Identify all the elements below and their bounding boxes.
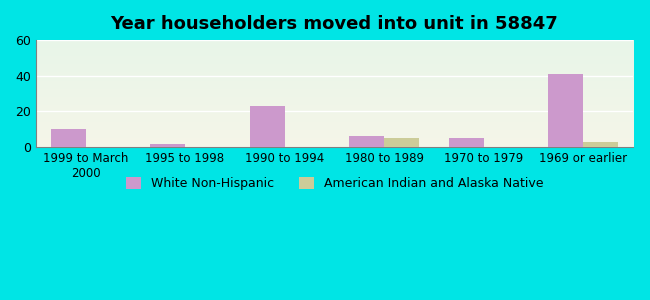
Title: Year householders moved into unit in 58847: Year householders moved into unit in 588… [111,15,558,33]
Bar [349,136,384,147]
Bar [384,138,419,147]
Bar [583,142,618,147]
Bar [448,138,484,147]
Bar [51,129,86,147]
Bar [150,144,185,147]
Bar [250,106,285,147]
Legend: White Non-Hispanic, American Indian and Alaska Native: White Non-Hispanic, American Indian and … [119,171,549,196]
Bar [549,74,583,147]
